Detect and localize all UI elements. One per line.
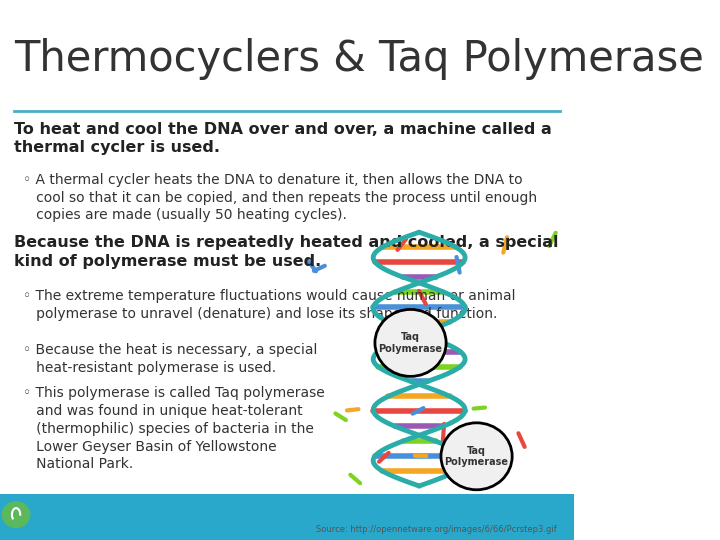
Text: Taq
Polymerase: Taq Polymerase [379,332,443,354]
Text: Source: http://opennetware.org/images/6/66/Pcrstep3.gif: Source: http://opennetware.org/images/6/… [316,524,557,534]
Text: ◦ A thermal cycler heats the DNA to denature it, then allows the DNA to
   cool : ◦ A thermal cycler heats the DNA to dena… [23,173,537,222]
Text: ◦ Because the heat is necessary, a special
   heat-resistant polymerase is used.: ◦ Because the heat is necessary, a speci… [23,343,318,375]
FancyBboxPatch shape [0,494,574,540]
Text: Taq
Polymerase: Taq Polymerase [444,446,508,467]
Text: Because the DNA is repeatedly heated and cooled, a special
kind of polymerase mu: Because the DNA is repeatedly heated and… [14,235,559,268]
Text: ◦ This polymerase is called Taq polymerase
   and was found in unique heat-toler: ◦ This polymerase is called Taq polymera… [23,386,325,471]
Text: To heat and cool the DNA over and over, a machine called a
thermal cycler is use: To heat and cool the DNA over and over, … [14,122,552,155]
Text: Thermocyclers & Taq Polymerase: Thermocyclers & Taq Polymerase [14,38,704,80]
Circle shape [375,309,446,376]
Text: ◦ The extreme temperature fluctuations would cause human or animal
   polymerase: ◦ The extreme temperature fluctuations w… [23,289,516,321]
Circle shape [441,423,512,490]
Circle shape [1,501,30,528]
